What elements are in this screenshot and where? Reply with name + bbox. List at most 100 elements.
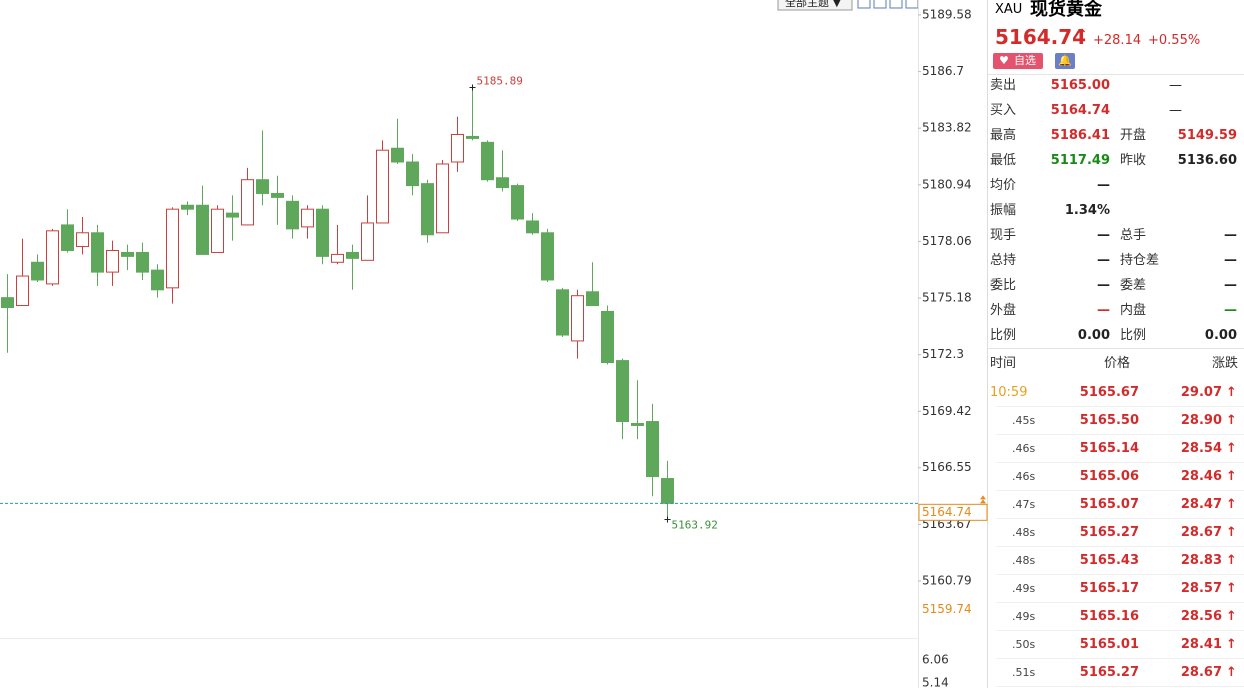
up-arrow: ↑ [1226,469,1237,484]
candle-body [346,251,359,259]
candle-body [136,251,149,273]
stat-label: 总持 [990,253,1017,268]
tick-time: .49s [1012,582,1036,595]
stat-value: 5136.60 [1177,153,1237,168]
stat-label: 昨收 [1120,153,1147,168]
row-separator [996,518,1244,519]
last-price-box [918,503,988,521]
candle-body [481,141,494,181]
row-separator [996,406,1244,407]
up-arrow: ↑ [1226,665,1237,680]
candle-body [241,179,254,226]
tick-time: .46s [1012,470,1036,483]
low-label: 5163.92 [672,518,718,531]
candle-body [616,360,629,423]
y-tick-label: 5178.06 [922,234,972,248]
stat-value: — [1224,303,1237,318]
tick-change: 29.07 [1180,385,1222,400]
tick-change: 28.47 [1180,497,1222,512]
watch-button-label[interactable]: 自选 [1014,54,1036,67]
row-separator [996,602,1244,603]
tick-change: 28.57 [1180,581,1222,596]
tick-time: .46s [1012,442,1036,455]
y-tick-label: 5180.94 [922,177,972,191]
layout-icon[interactable] [857,0,871,9]
volume-tick-label: 5.14 [922,676,949,688]
candle-body [661,478,674,504]
candle-body [466,135,479,139]
separator [988,74,1244,75]
up-arrow: ↑ [1226,441,1237,456]
layout-icon[interactable] [905,0,919,9]
column-header: 价格 [1103,356,1130,371]
low-marker [664,516,671,523]
up-arrow: ↑ [1226,553,1237,568]
stat-label: 内盘 [1120,303,1147,318]
stat-value: — [1224,253,1237,268]
up-arrow: ↑ [1226,497,1237,512]
tick-time: .47s [1012,498,1036,511]
tick-time: .51s [1012,666,1036,679]
volume-tick-label: 6.06 [922,653,949,667]
layout-icon[interactable] [873,0,887,9]
tick-price: 5165.07 [1079,497,1139,512]
candle-body [76,232,89,248]
change: +28.14 [1093,33,1142,48]
stat-value: 5149.59 [1177,128,1237,143]
stat-value: 5117.49 [1050,153,1110,168]
candle-body [271,192,284,198]
stat-value: 0.00 [1077,328,1110,343]
candle-body [526,220,539,234]
alert-button[interactable]: 🔔 [1055,53,1075,69]
row-separator [996,630,1244,631]
stat-value: 5164.74 [1050,103,1110,118]
up-arrow: ↑ [1226,385,1237,400]
heart-icon[interactable]: ♥ [999,54,1009,67]
dropdown-arrow[interactable]: ▼ [833,0,841,9]
tick-price: 5165.27 [1079,525,1139,540]
candle-body [556,289,569,336]
stat-value: — [1097,278,1110,293]
stat-value: — [1097,253,1110,268]
tick-change: 28.41 [1180,637,1222,652]
row-separator [996,490,1244,491]
y-tick-label: 5175.18 [922,291,972,305]
stat-label: 委比 [990,278,1017,293]
tick-change: 28.90 [1180,413,1222,428]
stat-label: 最高 [990,128,1017,143]
stat-value: — [1097,178,1110,193]
stat-label: 最低 [990,153,1017,168]
stat-value: 5165.00 [1050,78,1110,93]
theme-button-label[interactable]: 全部主题 [785,0,829,9]
stat-label: 委差 [1120,278,1147,293]
candle-body [511,185,524,220]
tick-price: 5165.27 [1079,665,1139,680]
stat-value: 0.00 [1204,328,1237,343]
y-tick-label: 5169.42 [922,404,972,418]
tick-price: 5165.01 [1079,637,1139,652]
separator [988,348,1244,349]
candle-body [436,163,449,234]
candle-body [301,208,314,228]
row-separator [996,686,1244,687]
watch-button[interactable] [993,53,1043,69]
tick-time: .48s [1012,526,1036,539]
theme-button[interactable] [777,0,853,11]
stat-label: 比例 [990,328,1017,343]
candle-body [256,179,269,194]
candle-body [151,269,164,291]
stat-value: 1.34% [1064,203,1110,218]
row-separator [996,546,1244,547]
stat-label: 开盘 [1120,128,1147,143]
stat-label: 振幅 [990,203,1017,218]
candle-body [16,275,29,307]
candle-body [211,208,224,253]
instrument-name: 现货黄金 [1030,0,1102,20]
candle-body [61,224,74,251]
layout-icon[interactable] [889,0,903,9]
y-tick-label: 5183.82 [922,121,972,135]
stat-label: 外盘 [990,303,1017,318]
candle-body [496,177,509,189]
candle-body [91,232,104,273]
